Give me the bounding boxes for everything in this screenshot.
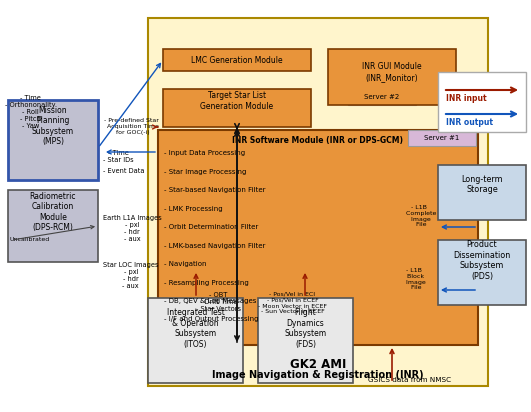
FancyBboxPatch shape xyxy=(328,49,456,105)
Text: - Navigation: - Navigation xyxy=(164,261,207,267)
Text: Server #1: Server #1 xyxy=(424,135,460,141)
Text: Flight
Dynamics
Subsystem
(FDS): Flight Dynamics Subsystem (FDS) xyxy=(285,309,327,349)
Text: - I/F and Output Processing: - I/F and Output Processing xyxy=(164,316,259,323)
FancyBboxPatch shape xyxy=(8,100,98,180)
Text: - Time
- Orthononality
- Roll
- Pitch
- Yaw: - Time - Orthononality - Roll - Pitch - … xyxy=(5,95,56,129)
Text: - LMK-based Navigation Filter: - LMK-based Navigation Filter xyxy=(164,243,266,248)
Text: - L1B
  Complete
  Image
  File: - L1B Complete Image File xyxy=(402,205,436,227)
Text: - L1B
  Block
  Image
  File: - L1B Block Image File xyxy=(402,268,426,290)
FancyBboxPatch shape xyxy=(163,89,311,127)
FancyBboxPatch shape xyxy=(163,49,311,71)
Text: INR Software Module (INR or DPS-GCM): INR Software Module (INR or DPS-GCM) xyxy=(233,136,404,145)
Text: Earth L1A Images
- pxl
- hdr
- aux: Earth L1A Images - pxl - hdr - aux xyxy=(103,215,162,242)
FancyBboxPatch shape xyxy=(158,130,478,345)
Text: Mission
Planning
Subsystem
(MPS): Mission Planning Subsystem (MPS) xyxy=(32,106,74,146)
Text: - Resampling Processing: - Resampling Processing xyxy=(164,279,249,286)
Text: Image Navigation & Registration (INR): Image Navigation & Registration (INR) xyxy=(212,370,424,380)
FancyBboxPatch shape xyxy=(148,18,488,386)
Text: - Orbit Determination Filter: - Orbit Determination Filter xyxy=(164,224,258,230)
Text: Product
Dissemination
Subsystem
(PDS): Product Dissemination Subsystem (PDS) xyxy=(453,240,511,281)
Text: - Time
- Star IDs: - Time - Star IDs xyxy=(103,150,134,163)
Text: Uncalibrated: Uncalibrated xyxy=(10,237,50,242)
Text: INR input: INR input xyxy=(446,94,486,103)
Text: - Event Data: - Event Data xyxy=(103,168,144,174)
Text: - Input Data Processing: - Input Data Processing xyxy=(164,150,245,156)
Text: Long-term
Storage: Long-term Storage xyxy=(461,175,503,194)
FancyBboxPatch shape xyxy=(408,130,476,146)
Text: - OBT
- Drift Time
- Star Vectors: - OBT - Drift Time - Star Vectors xyxy=(196,292,241,312)
Text: - Star-based Navigation Filter: - Star-based Navigation Filter xyxy=(164,187,266,193)
FancyBboxPatch shape xyxy=(438,240,526,305)
FancyBboxPatch shape xyxy=(438,165,526,220)
Text: Target Star List
Generation Module: Target Star List Generation Module xyxy=(200,91,273,111)
FancyBboxPatch shape xyxy=(258,298,353,383)
Text: GSICS data from NMSC: GSICS data from NMSC xyxy=(368,377,451,383)
Text: Star LOC Images
- pxl
- hdr
- aux: Star LOC Images - pxl - hdr - aux xyxy=(103,262,158,289)
Text: - Star Image Processing: - Star Image Processing xyxy=(164,169,246,175)
Text: - DB, QEV & Log Messages: - DB, QEV & Log Messages xyxy=(164,298,256,304)
Text: INR output: INR output xyxy=(446,118,493,127)
FancyBboxPatch shape xyxy=(8,190,98,262)
Text: Server #2: Server #2 xyxy=(364,94,400,100)
FancyBboxPatch shape xyxy=(438,72,526,132)
Text: - Pos/Vel in ECI
- Pos/Vel in ECEF
- Moon Vector in ECEF
- Sun Vector in ECEF: - Pos/Vel in ECI - Pos/Vel in ECEF - Moo… xyxy=(258,292,327,314)
Text: GK2 AMI: GK2 AMI xyxy=(290,358,346,371)
Text: INR GUI Module
(INR_Monitor): INR GUI Module (INR_Monitor) xyxy=(362,62,422,82)
Text: LMC Generation Module: LMC Generation Module xyxy=(191,56,283,65)
Text: Integrated Test
& Operation
Subsystem
(ITOS): Integrated Test & Operation Subsystem (I… xyxy=(167,309,225,349)
FancyBboxPatch shape xyxy=(148,298,243,383)
Text: - Pre-defined Star
  Acquisition Time
  for GOC(-i): - Pre-defined Star Acquisition Time for … xyxy=(103,118,159,135)
FancyBboxPatch shape xyxy=(348,89,416,105)
Text: Radiometric
Calibration
Module
(DPS-RCM): Radiometric Calibration Module (DPS-RCM) xyxy=(30,192,76,232)
Text: - LMK Processing: - LMK Processing xyxy=(164,206,222,211)
